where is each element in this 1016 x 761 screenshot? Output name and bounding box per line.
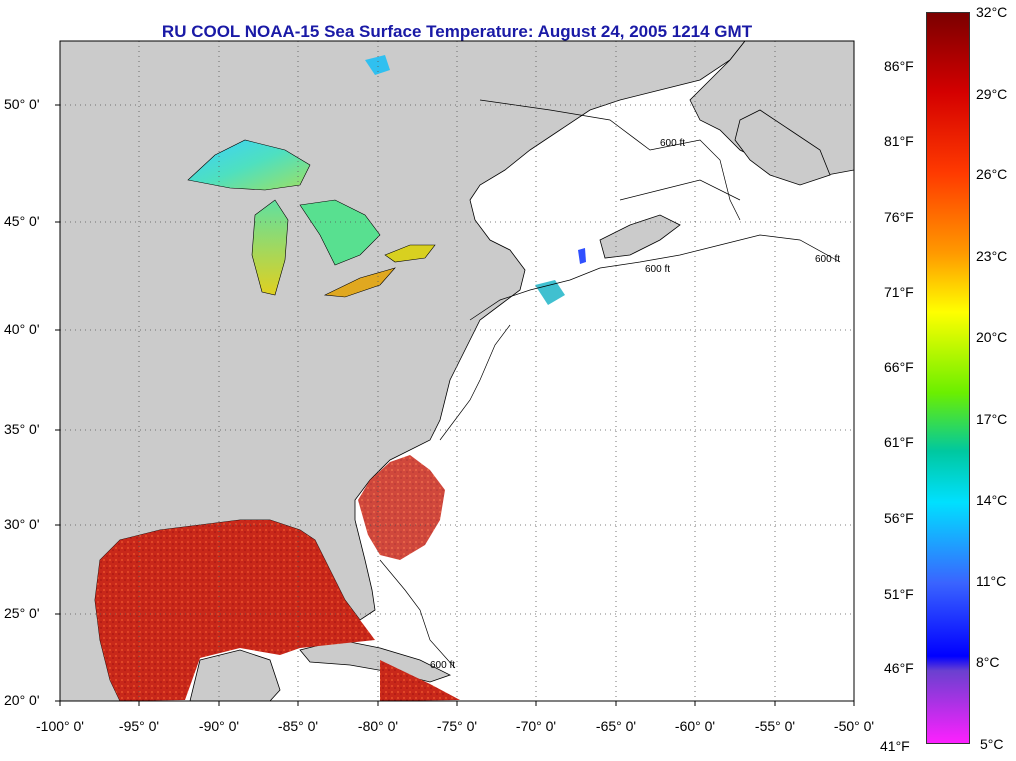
lon-label: -60° 0': [674, 718, 716, 734]
contour-label: 600 ft: [430, 660, 455, 671]
lat-label: 30° 0': [4, 516, 40, 532]
lon-label: -55° 0': [754, 718, 796, 734]
celsius-label: 23°C: [976, 248, 1008, 264]
map-title: RU COOL NOAA-15 Sea Surface Temperature:…: [161, 22, 753, 41]
ticks: [55, 104, 855, 706]
lon-label: -85° 0': [277, 718, 319, 734]
cuba: [299, 639, 452, 683]
celsius-label: 29°C: [976, 86, 1008, 102]
celsius-label: 8°C: [976, 654, 1000, 670]
lon-label: -75° 0': [436, 718, 478, 734]
fahrenheit-label: 46°F: [884, 660, 914, 676]
celsius-label: 32°C: [976, 4, 1008, 20]
lake-superior: [187, 139, 311, 191]
lat-label: 40° 0': [4, 321, 40, 337]
fahrenheit-label: 66°F: [884, 359, 914, 375]
gulf-sst: [95, 520, 375, 701]
lon-label: -95° 0': [118, 718, 160, 734]
celsius-label: 11°C: [976, 573, 1007, 589]
lake-small-north: [365, 55, 390, 75]
lake-erie: [323, 267, 396, 298]
lake-ontario: [384, 244, 436, 263]
lon-label: -65° 0': [595, 718, 637, 734]
lon-label: -90° 0': [198, 718, 240, 734]
lat-label: 45° 0': [4, 213, 40, 229]
lon-label: -50° 0': [833, 718, 875, 734]
lake-huron: [299, 199, 381, 266]
nova-scotia: [599, 214, 681, 259]
contour-label: 600 ft: [660, 138, 685, 149]
lon-label: -70° 0': [515, 718, 557, 734]
lat-label: 20° 0': [4, 692, 40, 708]
lat-label: 35° 0': [4, 421, 40, 437]
lon-label: -100° 0': [36, 718, 84, 734]
contour-label: 600 ft: [815, 254, 840, 265]
lon-label: -80° 0': [357, 718, 399, 734]
grid: [60, 41, 854, 701]
gulf-of-maine-sst: [535, 280, 565, 305]
fahrenheit-label: 51°F: [884, 586, 914, 602]
fahrenheit-label: 81°F: [884, 133, 914, 149]
caribbean-sst: [380, 660, 460, 701]
celsius-label: 26°C: [976, 166, 1008, 182]
colorbar-gradient: [926, 12, 970, 744]
lat-label: 50° 0': [4, 96, 40, 112]
fahrenheit-label: 56°F: [884, 510, 914, 526]
fahrenheit-label: 61°F: [884, 434, 914, 450]
fahrenheit-label: 71°F: [884, 284, 914, 300]
lake-michigan: [251, 199, 289, 296]
celsius-label: 20°C: [976, 329, 1008, 345]
lat-label: 25° 0': [4, 605, 40, 621]
celsius-label: 5°C: [980, 736, 1004, 752]
gulf-of-maine-sst-2: [578, 248, 586, 264]
fahrenheit-label: 76°F: [884, 209, 914, 225]
fahrenheit-label: 41°F: [880, 738, 910, 754]
colorbar-frame: [926, 12, 970, 744]
contour-label: 600 ft: [645, 264, 670, 275]
celsius-label: 17°C: [976, 411, 1008, 427]
yucatan: [189, 649, 281, 701]
atlantic-sst: [358, 455, 445, 560]
newfoundland: [734, 109, 831, 186]
depth-contour: [379, 99, 841, 669]
fahrenheit-label: 86°F: [884, 58, 914, 74]
celsius-label: 14°C: [976, 492, 1008, 508]
